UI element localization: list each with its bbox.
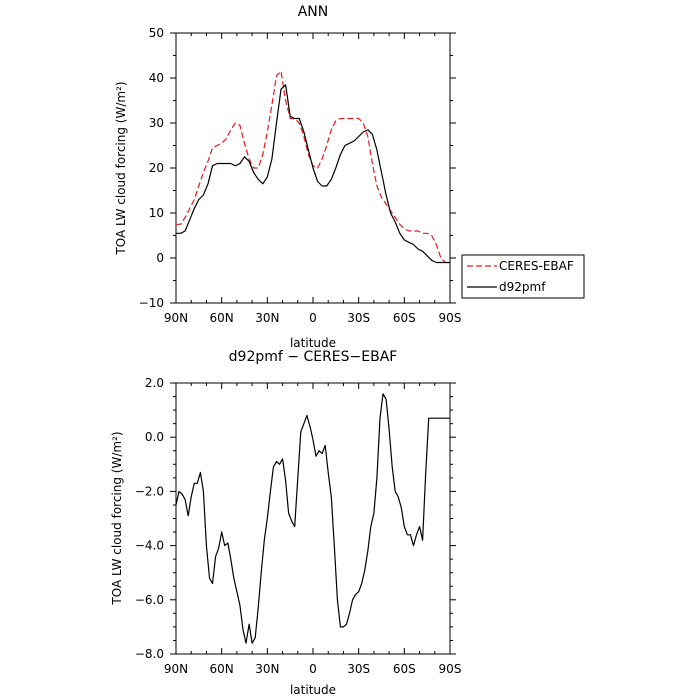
x-tick-label: 30N [255,311,279,325]
x-tick-label: 30S [347,662,370,676]
y-tick-label: 0.0 [145,430,164,444]
x-tick-label: 30N [255,662,279,676]
y-tick-label: −4.0 [135,539,164,553]
chart-top-x-label: latitude [290,336,336,350]
y-tick-label: 50 [149,26,164,40]
series-line-chart1-0 [175,393,450,644]
chart-top-series [176,70,450,264]
chart-top-title: ANN [298,4,329,20]
chart-bottom-y-label: TOA LW cloud forcing (W/m²) [110,431,124,605]
legend-label-ceres: CERES-EBAF [499,259,574,273]
legend-label-d92pmf: d92pmf [499,280,546,294]
chart-top: ANN 90N 60N 30N 0 30S 60S 90S −10 0 10 20 30 40 50 l… [114,4,461,350]
y-tick-label: 40 [149,71,164,85]
chart-bottom: d92pmf − CERES−EBAF 90N 60N 30N 0 30S 60S 90S … [110,349,461,697]
chart-top-y-ticks: −10 0 10 20 30 40 50 [139,26,456,310]
chart-bottom-series [175,393,450,644]
y-tick-label: −2.0 [135,484,164,498]
legend-box [461,254,585,299]
y-tick-label: 10 [149,206,164,220]
x-tick-label: 90N [164,662,188,676]
y-tick-label: 0 [156,251,164,265]
x-tick-label: 0 [309,662,317,676]
chart-top-y-label: TOA LW cloud forcing (W/m²) [114,81,128,255]
chart-bottom-title: d92pmf − CERES−EBAF [229,349,398,365]
x-tick-label: 90N [164,311,188,325]
chart-top-x-ticks: 90N 60N 30N 0 30S 60S 90S [164,33,462,325]
y-tick-label: 20 [149,161,164,175]
y-tick-label: −8.0 [135,647,164,661]
y-tick-label: 2.0 [145,376,164,390]
x-tick-label: 30S [347,311,370,325]
chart-bottom-x-ticks: 90N 60N 30N 0 30S 60S 90S [164,383,462,676]
y-tick-label: −10 [139,296,164,310]
x-tick-label: 60S [393,311,416,325]
x-tick-label: 90S [439,311,462,325]
x-tick-label: 60N [210,662,234,676]
chart-bottom-plot-frame [175,382,451,655]
x-tick-label: 90S [439,662,462,676]
x-tick-label: 60N [210,311,234,325]
y-tick-label: −6.0 [135,593,164,607]
chart-bottom-y-ticks: −8.0 −6.0 −4.0 −2.0 0.0 2.0 [135,376,456,661]
series-line-d92pmf [176,84,450,264]
x-tick-label: 60S [393,662,416,676]
legend: CERES-EBAF d92pmf [461,254,585,299]
chart-bottom-x-label: latitude [290,683,336,697]
y-tick-label: 30 [149,116,164,130]
x-tick-label: 0 [309,311,317,325]
